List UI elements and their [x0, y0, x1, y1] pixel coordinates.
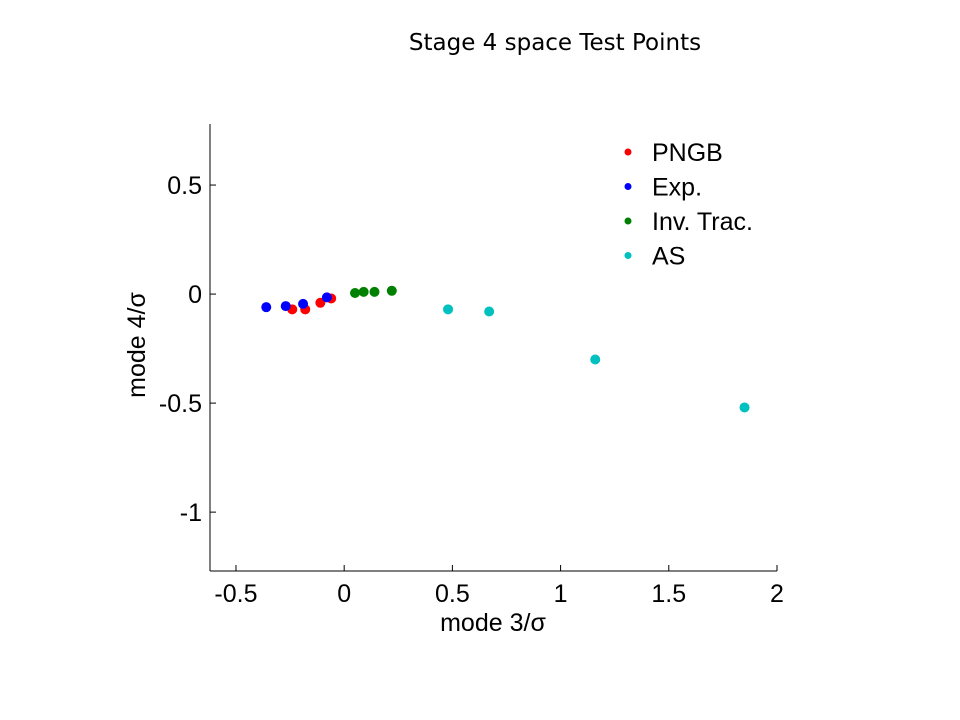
legend: PNGB Exp. Inv. Trac. AS	[624, 139, 753, 271]
x-tick-label: 0	[337, 580, 351, 608]
y-axis-label: mode 4/σ	[123, 292, 151, 398]
data-point-as	[484, 306, 495, 317]
data-point-inv-trac	[358, 286, 369, 297]
axes: -0.5 0 0.5 1 1.5 2 0.5 0 -0.5 -1	[159, 124, 784, 608]
y-tick-label: -0.5	[159, 390, 202, 418]
x-tick-label: 0.5	[435, 580, 470, 608]
x-tick-label: 1	[554, 580, 568, 608]
x-axis-label: mode 3/σ	[440, 609, 546, 637]
legend-label-pngb: PNGB	[652, 139, 723, 167]
legend-marker-pngb	[624, 148, 632, 156]
data-point-exp	[321, 292, 332, 303]
data-point-exp	[298, 298, 309, 309]
legend-label-exp: Exp.	[652, 174, 702, 202]
x-tick-label: 2	[770, 580, 784, 608]
legend-marker-as	[624, 252, 632, 259]
y-tick-label: -1	[180, 499, 202, 527]
data-point-exp	[261, 302, 272, 313]
x-tick-label: 1.5	[651, 580, 686, 608]
data-points	[261, 285, 750, 413]
data-point-as	[590, 354, 601, 365]
y-tick-label: 0.5	[167, 172, 202, 200]
data-point-inv-trac	[349, 287, 360, 298]
page-title: Stage 4 space Test Points	[408, 30, 702, 56]
legend-marker-inv-trac	[624, 217, 632, 225]
data-point-inv-trac	[369, 286, 380, 297]
data-point-inv-trac	[386, 285, 397, 296]
legend-label-as: AS	[652, 243, 685, 271]
y-tick-label: 0	[188, 281, 202, 309]
data-point-as	[443, 304, 454, 315]
data-point-exp	[280, 301, 291, 312]
x-tick-label: -0.5	[214, 580, 257, 608]
legend-label-inv-trac: Inv. Trac.	[652, 208, 753, 236]
data-point-as	[739, 402, 750, 413]
legend-marker-exp	[624, 183, 632, 190]
